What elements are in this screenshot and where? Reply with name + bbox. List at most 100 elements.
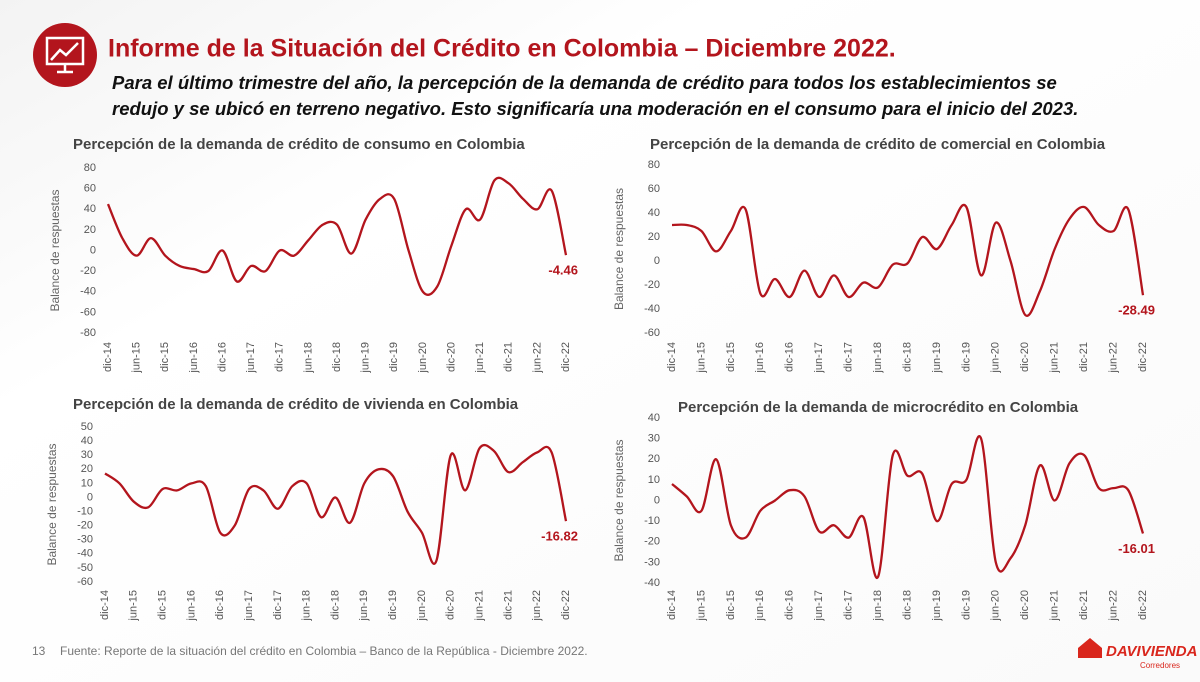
- y-tick-label: -80: [80, 327, 96, 339]
- y-tick-label: 10: [648, 474, 660, 486]
- x-tick-label: jun-16: [754, 342, 766, 374]
- x-tick-label: dic-17: [843, 342, 855, 372]
- line: [104, 443, 568, 565]
- x-tick-label: dic-20: [445, 590, 457, 620]
- y-tick-label: -40: [644, 577, 660, 589]
- chart-title: Percepción de la demanda de crédito de c…: [73, 136, 525, 153]
- line: [671, 203, 1145, 318]
- chart-title: Percepción de la demanda de microcrédito…: [678, 399, 1079, 416]
- y-tick-label: 20: [84, 224, 96, 236]
- y-tick-label: -20: [77, 520, 93, 532]
- x-tick-label: jun-18: [872, 342, 884, 374]
- logo: DAVIVIENDA: [1106, 643, 1197, 660]
- x-tick-label: jun-19: [931, 342, 943, 374]
- x-tick-label: jun-18: [301, 590, 313, 622]
- x-tick-label: dic-18: [331, 342, 343, 372]
- x-tick-label: jun-17: [813, 590, 825, 622]
- y-tick-label: 20: [81, 463, 93, 475]
- chart-title: Percepción de la demanda de crédito de c…: [650, 136, 1106, 153]
- x-tick-label: dic-17: [843, 590, 855, 620]
- y-tick-label: 20: [648, 231, 660, 243]
- x-tick-label: dic-15: [157, 590, 169, 620]
- x-tick-label: dic-19: [387, 590, 399, 620]
- y-axis-label: Balance de respuestas: [45, 443, 59, 565]
- x-tick-label: jun-19: [358, 590, 370, 622]
- x-tick-label: dic-22: [560, 342, 572, 372]
- x-tick-label: jun-21: [474, 342, 486, 374]
- y-tick-label: 20: [648, 453, 660, 465]
- x-tick-label: dic-14: [666, 590, 678, 620]
- page-title: Informe de la Situación del Crédito en C…: [108, 35, 896, 63]
- x-tick-label: jun-15: [695, 590, 707, 622]
- y-tick-label: 40: [84, 203, 96, 215]
- x-tick-label: dic-20: [1019, 590, 1031, 620]
- y-tick-label: 0: [90, 244, 96, 256]
- x-tick-label: dic-19: [960, 590, 972, 620]
- chart-title: Percepción de la demanda de crédito de v…: [73, 396, 519, 413]
- x-tick-label: jun-17: [243, 590, 255, 622]
- y-axis-label: Balance de respuestas: [48, 189, 62, 311]
- data-label: -16.01: [1118, 541, 1155, 556]
- x-tick-label: dic-17: [274, 342, 286, 372]
- x-tick-label: dic-18: [901, 342, 913, 372]
- y-tick-label: -50: [77, 562, 93, 574]
- x-tick-label: dic-18: [901, 590, 913, 620]
- y-tick-label: 50: [81, 421, 93, 433]
- page-number: 13: [32, 644, 46, 658]
- subtitle: Para el último trimestre del año, la per…: [112, 72, 1057, 93]
- data-label: -16.82: [541, 529, 578, 544]
- x-tick-label: dic-17: [272, 590, 284, 620]
- x-tick-label: dic-15: [725, 342, 737, 372]
- x-tick-label: dic-14: [102, 342, 114, 372]
- y-tick-label: 40: [648, 207, 660, 219]
- y-tick-label: -40: [644, 303, 660, 315]
- x-tick-label: dic-21: [502, 590, 514, 620]
- y-axis-label: Balance de respuestas: [612, 188, 626, 310]
- x-tick-label: jun-15: [131, 342, 143, 374]
- x-tick-label: jun-21: [473, 590, 485, 622]
- x-tick-label: dic-16: [784, 342, 796, 372]
- x-tick-label: jun-15: [128, 590, 140, 622]
- y-tick-label: 30: [81, 449, 93, 461]
- y-tick-label: -40: [77, 548, 93, 560]
- x-tick-label: jun-21: [1049, 590, 1061, 622]
- y-tick-label: 40: [648, 412, 660, 424]
- y-axis-label: Balance de respuestas: [612, 439, 626, 561]
- x-tick-label: dic-19: [960, 342, 972, 372]
- x-tick-label: dic-19: [388, 342, 400, 372]
- x-tick-label: jun-17: [813, 342, 825, 374]
- y-tick-label: 80: [84, 162, 96, 174]
- x-tick-label: dic-16: [784, 590, 796, 620]
- y-tick-label: -10: [77, 505, 93, 517]
- source: Fuente: Reporte de la situación del créd…: [60, 644, 588, 658]
- y-tick-label: 0: [654, 494, 660, 506]
- y-tick-label: -20: [80, 265, 96, 277]
- y-tick-label: 10: [81, 477, 93, 489]
- x-tick-label: jun-20: [417, 342, 429, 374]
- line: [671, 435, 1145, 579]
- y-tick-label: -20: [644, 279, 660, 291]
- x-tick-label: jun-22: [1107, 342, 1119, 374]
- x-tick-label: dic-20: [445, 342, 457, 372]
- x-tick-label: jun-15: [695, 342, 707, 374]
- x-tick-label: dic-22: [560, 590, 572, 620]
- x-tick-label: jun-16: [754, 590, 766, 622]
- y-tick-label: 60: [84, 183, 96, 195]
- x-tick-label: jun-16: [188, 342, 200, 374]
- y-tick-label: -40: [80, 286, 96, 298]
- y-tick-label: 40: [81, 435, 93, 447]
- x-tick-label: jun-21: [1049, 342, 1061, 374]
- x-tick-label: jun-22: [531, 342, 543, 374]
- x-tick-label: dic-21: [503, 342, 515, 372]
- x-tick-label: dic-16: [216, 342, 228, 372]
- y-tick-label: -60: [644, 327, 660, 339]
- x-tick-label: dic-16: [214, 590, 226, 620]
- data-label: -4.46: [548, 263, 578, 278]
- y-tick-label: -30: [644, 556, 660, 568]
- x-tick-label: dic-22: [1137, 342, 1149, 372]
- x-tick-label: jun-22: [1107, 590, 1119, 622]
- x-tick-label: jun-18: [302, 342, 314, 374]
- x-tick-label: jun-19: [931, 590, 943, 622]
